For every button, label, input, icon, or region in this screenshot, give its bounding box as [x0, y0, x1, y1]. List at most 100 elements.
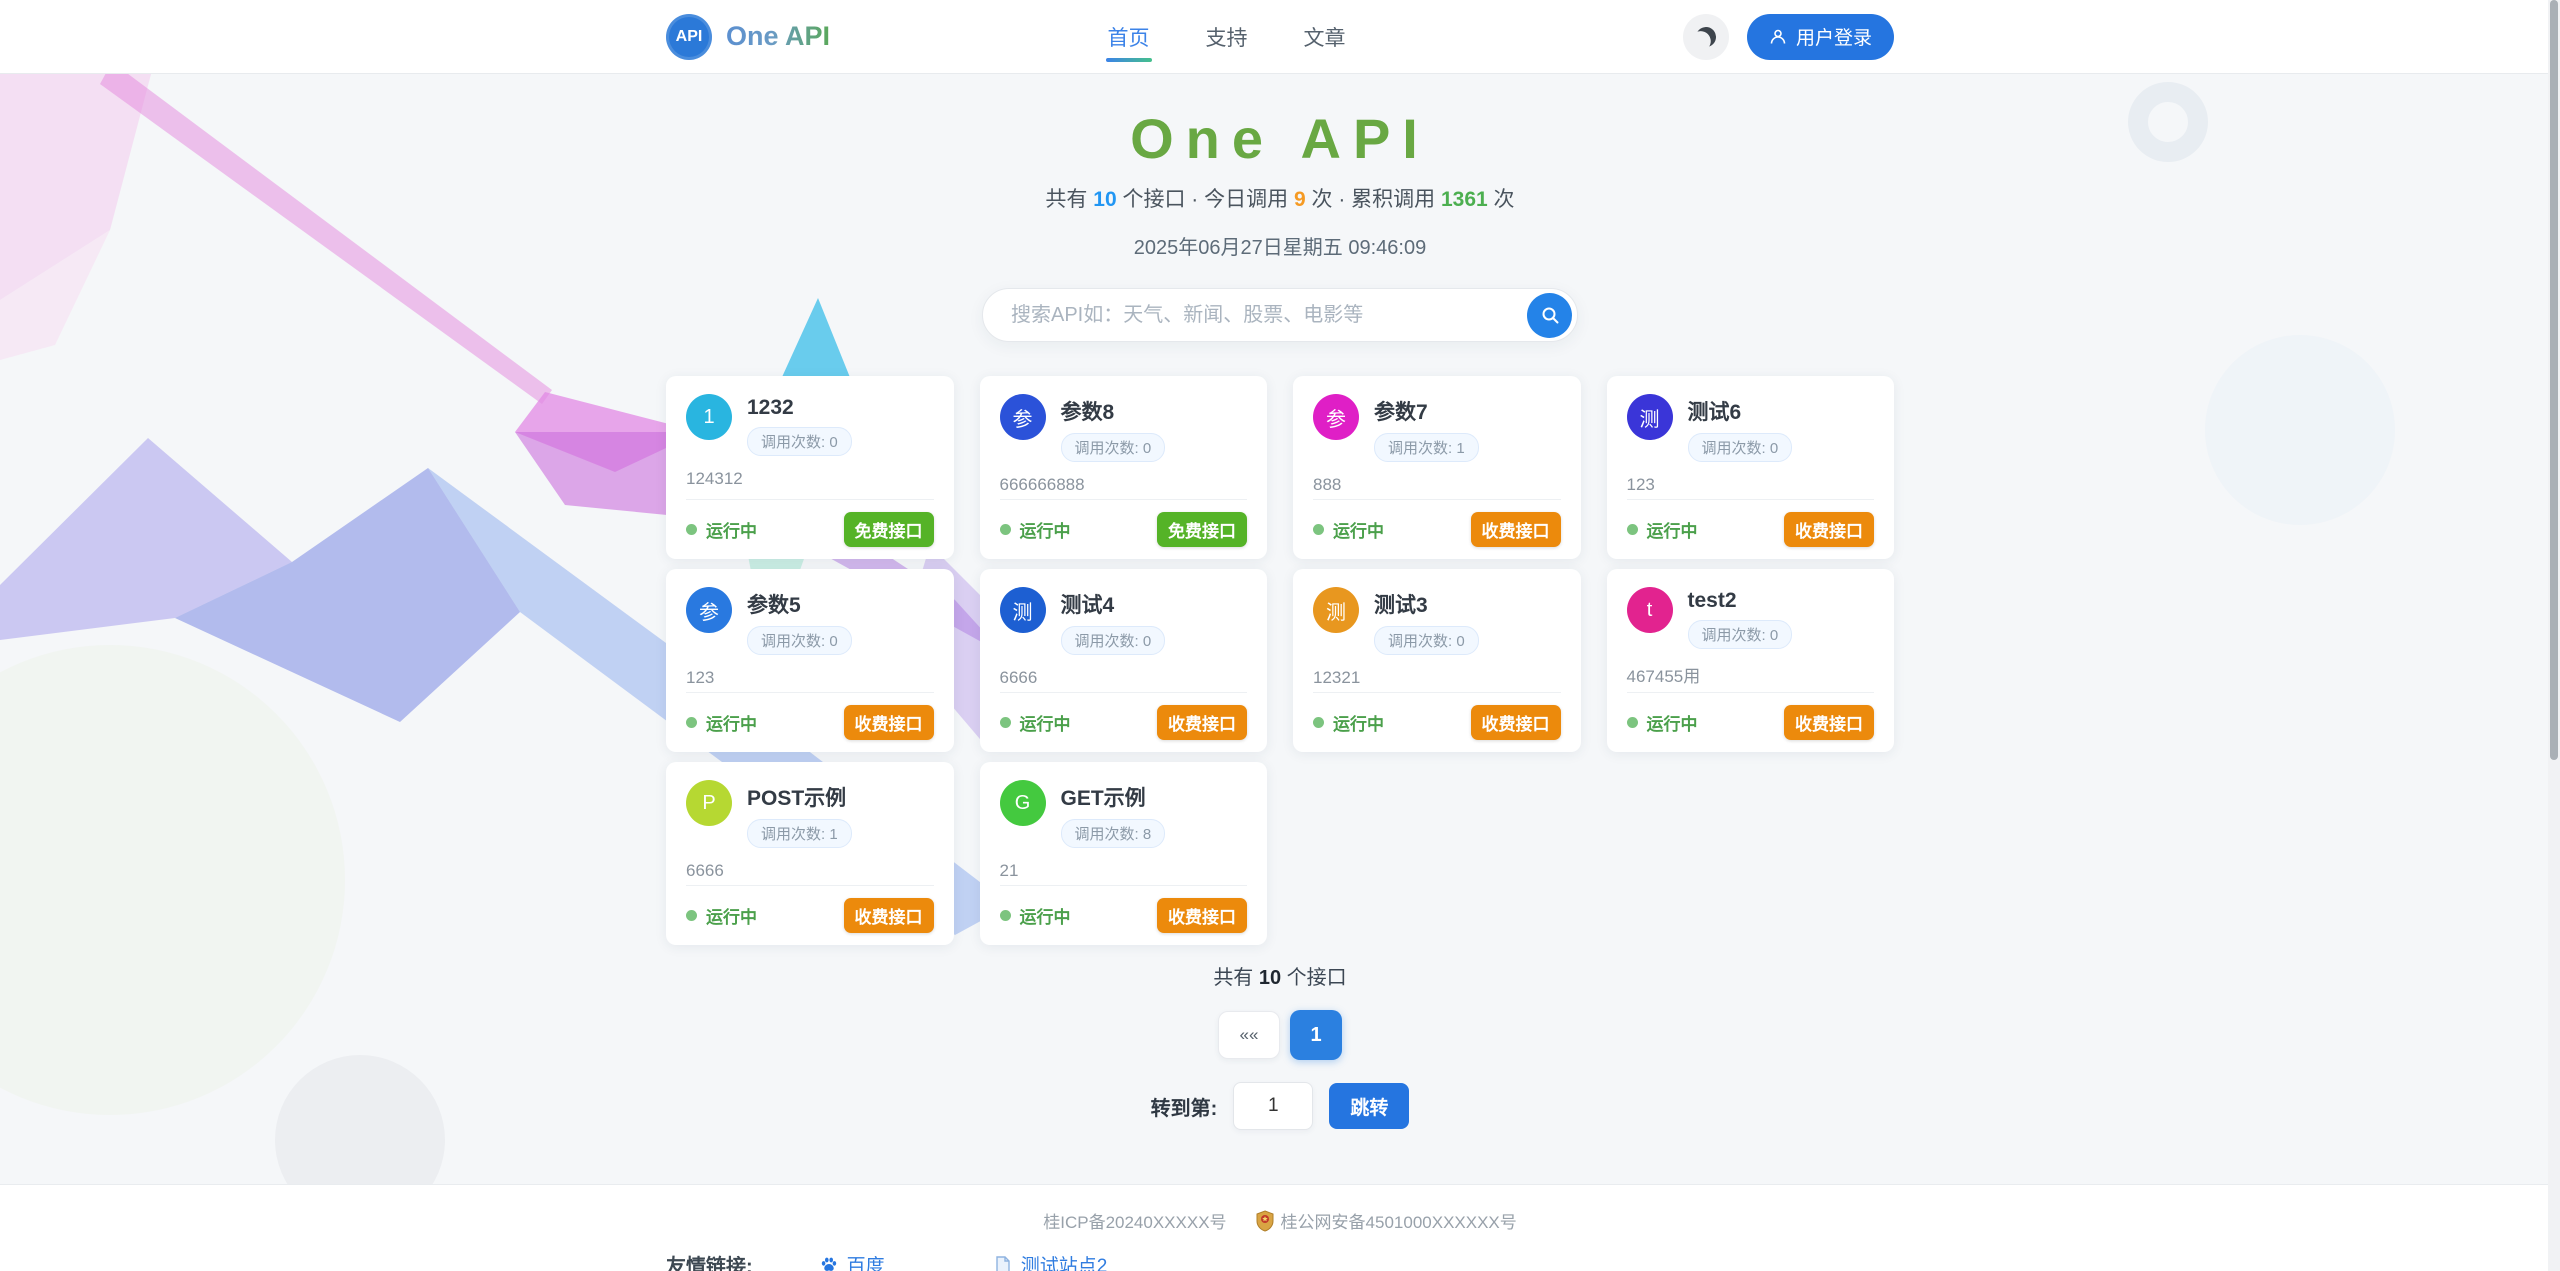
- api-description: 6666: [686, 861, 724, 880]
- top-navbar: API One API 首页 支持 文章 用户登录: [0, 0, 2560, 73]
- api-avatar: P: [686, 780, 732, 826]
- moon-icon: [1694, 25, 1718, 49]
- login-label: 用户登录: [1795, 28, 1872, 49]
- friend-link[interactable]: 测试站点2: [993, 1251, 1107, 1271]
- avatar-letter: 参: [699, 601, 719, 624]
- nav-item-2[interactable]: 文章: [1303, 26, 1346, 50]
- api-card[interactable]: 参 参数8 调用次数: 0 666666888 运行中 免费接口: [979, 376, 1267, 559]
- friend-link[interactable]: 百度: [819, 1251, 885, 1271]
- login-button[interactable]: 用户登录: [1746, 13, 1894, 60]
- brand-logo[interactable]: API One API: [666, 13, 830, 60]
- api-call-count: 调用次数: 0: [1687, 433, 1793, 462]
- nav-item-1[interactable]: 支持: [1205, 26, 1248, 50]
- api-status: 运行中: [999, 517, 1071, 542]
- avatar-letter: 1: [703, 405, 715, 428]
- stat-total-apis: 10: [1093, 188, 1117, 211]
- api-price-badge: 收费接口: [1784, 512, 1874, 547]
- api-status: 运行中: [1626, 517, 1698, 542]
- api-description: 6666: [999, 668, 1038, 687]
- page-1-button[interactable]: 1: [1290, 1010, 1342, 1060]
- search-input[interactable]: [1009, 302, 1527, 328]
- goto-page-input[interactable]: [1233, 1082, 1314, 1130]
- api-card[interactable]: t test2 调用次数: 0 467455用 运行中 收费接口: [1606, 569, 1894, 752]
- api-card[interactable]: 测 测试3 调用次数: 0 12321 运行中 收费接口: [1293, 569, 1581, 752]
- status-label: 运行中: [706, 908, 757, 927]
- page-jumper: 转到第: 跳转: [0, 1082, 2560, 1130]
- icp-link[interactable]: 桂ICP备20240XXXXX号: [1043, 1213, 1227, 1232]
- api-card[interactable]: P POST示例 调用次数: 1 6666 运行中 收费接口: [666, 762, 954, 945]
- api-title: test2: [1687, 589, 1737, 612]
- api-title: 参数8: [1060, 401, 1115, 424]
- api-status: 运行中: [1313, 517, 1384, 542]
- api-description: 467455用: [1626, 667, 1701, 686]
- friend-links-row: 友情链接: 百度 测试站点2: [666, 1250, 1894, 1271]
- api-description: 888: [1313, 475, 1342, 494]
- api-title: GET示例: [1060, 787, 1146, 810]
- first-page-button[interactable]: ««: [1218, 1011, 1280, 1059]
- user-icon: [1769, 28, 1787, 46]
- nav-item-0[interactable]: 首页: [1105, 0, 1152, 74]
- api-card[interactable]: 测 测试4 调用次数: 0 6666 运行中 收费接口: [979, 569, 1267, 752]
- status-dot-icon: [999, 910, 1011, 921]
- status-dot-icon: [686, 524, 697, 535]
- api-title: 参数5: [747, 594, 801, 617]
- summary-count: 10: [1258, 967, 1282, 989]
- status-label: 运行中: [1333, 715, 1384, 734]
- api-card[interactable]: 参 参数7 调用次数: 1 888 运行中 收费接口: [1293, 376, 1581, 559]
- police-badge-icon: [1255, 1209, 1275, 1232]
- avatar-letter: P: [702, 791, 716, 814]
- api-title: 测试6: [1687, 401, 1742, 424]
- status-dot-icon: [1313, 717, 1324, 728]
- goto-page-button[interactable]: 跳转: [1329, 1083, 1410, 1129]
- api-price-badge: 收费接口: [843, 898, 934, 933]
- api-title: 测试4: [1060, 594, 1115, 617]
- status-dot-icon: [1626, 524, 1638, 535]
- api-avatar: 参: [999, 394, 1046, 440]
- api-card[interactable]: 参 参数5 调用次数: 0 123 运行中 收费接口: [666, 569, 954, 752]
- api-avatar: 1: [686, 394, 732, 440]
- api-title: 测试3: [1374, 594, 1428, 617]
- api-call-count: 调用次数: 0: [1060, 433, 1166, 462]
- scrollbar-thumb[interactable]: [2550, 0, 2558, 760]
- api-description: 12321: [1313, 668, 1361, 687]
- search-button[interactable]: [1527, 292, 1572, 338]
- status-label: 运行中: [1019, 715, 1071, 734]
- api-price-badge: 收费接口: [1470, 512, 1561, 547]
- paw-icon: [819, 1255, 839, 1271]
- api-title: POST示例: [747, 787, 847, 810]
- api-avatar: 测: [1626, 394, 1673, 440]
- status-dot-icon: [1313, 524, 1324, 535]
- api-description: 21: [999, 861, 1019, 880]
- stat-today-calls: 9: [1293, 188, 1306, 211]
- api-call-count: 调用次数: 1: [1374, 433, 1479, 462]
- api-cards-grid: 1 1232 调用次数: 0 124312 运行中 免费接口 参 参数8 调用次…: [666, 376, 1894, 945]
- api-card[interactable]: 1 1232 调用次数: 0 124312 运行中 免费接口: [666, 376, 954, 559]
- beian-line: 桂ICP备20240XXXXX号 桂公网安备4501000XXXXXX号: [0, 1185, 2560, 1233]
- api-call-count: 调用次数: 0: [747, 427, 852, 456]
- status-dot-icon: [686, 910, 697, 921]
- pagination-summary: 共有 10 个接口: [1213, 967, 1347, 989]
- current-datetime: 2025年06月27日星期五 09:46:09: [1133, 237, 1427, 259]
- api-card[interactable]: G GET示例 调用次数: 8 21 运行中 收费接口: [979, 762, 1267, 945]
- status-dot-icon: [999, 524, 1011, 535]
- api-price-badge: 收费接口: [843, 705, 934, 740]
- avatar-letter: 参: [1012, 408, 1033, 431]
- api-avatar: 参: [1313, 394, 1359, 440]
- theme-toggle-button[interactable]: [1682, 13, 1729, 60]
- avatar-letter: 参: [1326, 408, 1346, 431]
- scrollbar[interactable]: [2548, 0, 2560, 1271]
- api-status: 运行中: [686, 710, 757, 735]
- status-label: 运行中: [1019, 908, 1071, 927]
- api-card[interactable]: 测 测试6 调用次数: 0 123 运行中 收费接口: [1606, 376, 1894, 559]
- stat-total-calls: 1361: [1441, 188, 1488, 211]
- police-beian-link[interactable]: 桂公网安备4501000XXXXXX号: [1255, 1208, 1517, 1233]
- avatar-letter: G: [1014, 791, 1031, 814]
- status-label: 运行中: [1646, 715, 1698, 734]
- api-price-badge: 收费接口: [1157, 898, 1247, 933]
- friend-links-label: 友情链接:: [666, 1256, 753, 1271]
- search-bar: [982, 288, 1578, 342]
- avatar-letter: t: [1646, 598, 1653, 621]
- api-avatar: 测: [1313, 587, 1359, 633]
- api-description: 124312: [686, 469, 743, 488]
- friend-link-label: 百度: [846, 1256, 885, 1271]
